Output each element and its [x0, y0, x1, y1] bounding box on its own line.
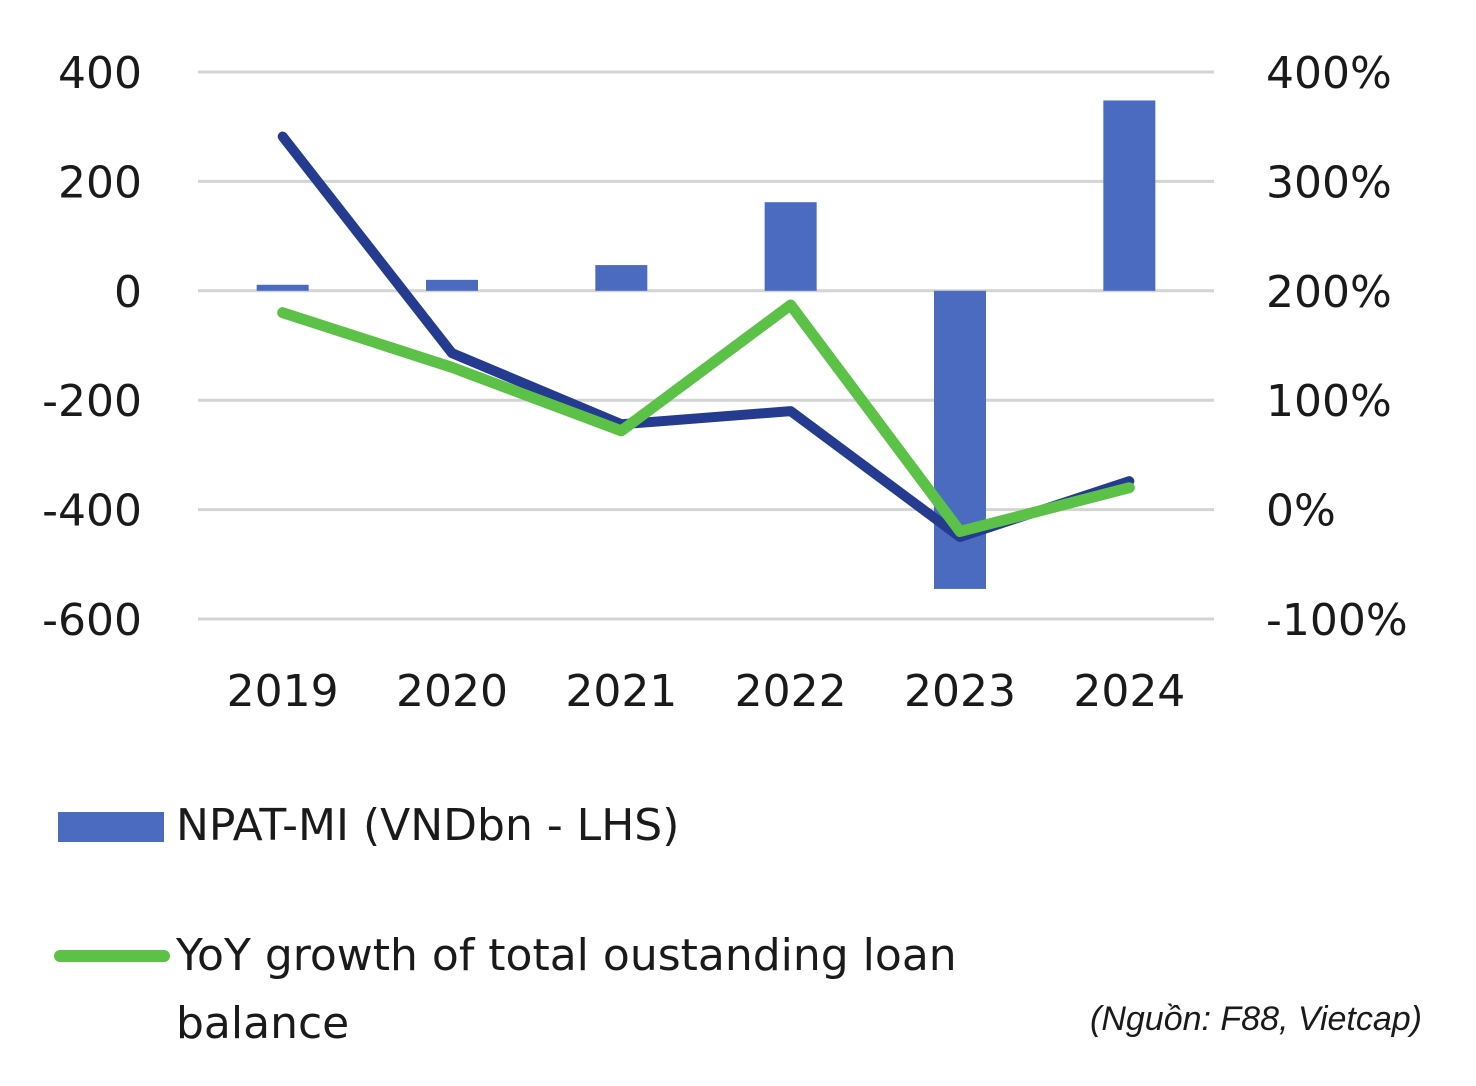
bar-2022: [764, 202, 817, 291]
x-axis-ticks: 2019 2020 2021 2022 2023 2024: [227, 666, 1186, 717]
left-tick-label: 0: [114, 267, 142, 318]
x-tick-label: 2021: [565, 666, 677, 717]
right-tick-label: 300%: [1266, 157, 1392, 208]
npat-bars: [256, 100, 1156, 589]
x-tick-label: 2022: [735, 666, 847, 717]
bar-2023: [934, 290, 986, 589]
right-tick-label: 100%: [1266, 376, 1392, 427]
left-tick-label: 200: [58, 157, 142, 208]
x-tick-label: 2020: [396, 666, 508, 717]
legend-bar-swatch: [58, 812, 164, 842]
bar-2019: [256, 284, 309, 291]
bar-2024: [1103, 100, 1156, 291]
left-tick-label: -200: [42, 376, 142, 427]
x-tick-label: 2019: [227, 666, 339, 717]
series-lines: [277, 131, 1135, 542]
right-axis-ticks: 400% 300% 200% 100% 0% -100%: [1266, 48, 1408, 646]
legend-line-label-2: balance: [176, 998, 350, 1049]
left-tick-label: -400: [42, 486, 142, 537]
left-tick-label: -600: [42, 595, 142, 646]
bar-2021: [595, 265, 648, 291]
x-tick-label: 2023: [904, 666, 1016, 717]
legend-bar-label: NPAT-MI (VNDbn - LHS): [176, 800, 680, 851]
right-tick-label: 200%: [1266, 267, 1392, 318]
legend-line-label: YoY growth of total oustanding loan bala…: [176, 922, 957, 1058]
loan-growth-line: [277, 299, 1135, 537]
legend-line-swatch: [54, 950, 170, 962]
bar-2020: [426, 279, 478, 291]
legend-line-label-1: YoY growth of total oustanding loan: [176, 930, 957, 981]
right-tick-label: 0%: [1266, 486, 1336, 537]
source-note: (Nguồn: F88, Vietcap): [1090, 1000, 1422, 1038]
gridlines: [198, 70, 1214, 621]
npat-line: [277, 131, 1135, 542]
left-axis-ticks: 400 200 0 -200 -400 -600: [42, 48, 142, 646]
left-tick-label: 400: [58, 48, 142, 99]
right-tick-label: -100%: [1266, 595, 1408, 646]
chart: 400 200 0 -200 -400 -600 400% 300% 200% 100% 0% -1…: [42, 48, 1408, 717]
x-tick-label: 2024: [1073, 666, 1185, 717]
right-tick-label: 400%: [1266, 48, 1392, 99]
